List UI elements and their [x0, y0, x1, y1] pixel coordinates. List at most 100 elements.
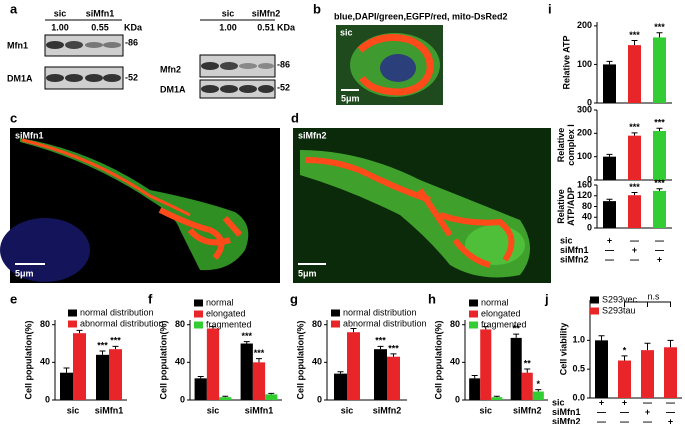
bar	[240, 343, 253, 400]
bar	[628, 45, 641, 103]
western-blot: sic siMfn2 1.00 0.51 KDa Mfn2 -86 DM1A -…	[160, 8, 296, 99]
significance-label: *	[537, 379, 541, 389]
error-bar	[112, 345, 119, 350]
error-bar	[631, 40, 638, 46]
condition-name: siMfn2	[552, 416, 581, 424]
scale-label: 5μm	[341, 93, 360, 103]
error-bar	[222, 395, 229, 398]
condition-sign: +	[607, 235, 612, 245]
condition-sign: +	[622, 397, 627, 407]
bar	[603, 64, 616, 103]
legend-label: abnormal distribution	[80, 318, 164, 328]
panel-letter: d	[291, 110, 299, 125]
error-bar	[606, 60, 613, 65]
error-bar	[621, 355, 628, 361]
condition-sign: —	[620, 407, 629, 417]
blot-band	[220, 62, 238, 70]
y-tick-label: 100	[577, 151, 592, 161]
y-tick-label: 0.5	[572, 364, 585, 374]
blot-band	[239, 85, 257, 93]
western-blot: sic siMfn1 1.00 0.55 KDa Mfn1 -86 DM1A -…	[7, 8, 143, 90]
y-axis-label: Cell viability	[558, 323, 568, 376]
micrograph-caption: blue,DAPI/green,EGFP/red, mito-DsRed2	[334, 11, 508, 21]
legend-label: elongated	[481, 308, 521, 318]
y-axis-label-line: Relative	[556, 128, 566, 163]
blot-protein: Mfn1	[7, 40, 28, 50]
y-tick-label: 80	[175, 319, 185, 329]
bar	[521, 372, 533, 400]
error-bar	[644, 342, 651, 351]
error-bar	[656, 188, 663, 191]
bar	[334, 373, 347, 400]
legend-label: normal distribution	[80, 307, 154, 317]
bar	[510, 337, 522, 400]
blot-condition: siMfn1	[86, 8, 115, 18]
scale-label: 5μm	[298, 268, 317, 278]
x-tick-label: siMfn1	[245, 405, 274, 415]
y-tick-label: 80	[450, 319, 460, 329]
y-tick-label: 40	[582, 212, 592, 222]
condition-sign: —	[655, 245, 664, 255]
blot-band	[201, 62, 219, 70]
legend-swatch	[68, 320, 77, 328]
y-tick-label: 0	[587, 97, 592, 107]
y-axis-label-line: Relative	[556, 189, 566, 224]
condition-sign: —	[597, 416, 606, 424]
bar	[252, 362, 266, 400]
legend-swatch	[469, 299, 478, 307]
panel-letter: g	[290, 291, 298, 306]
bar	[491, 397, 503, 400]
x-tick-label: siMfn1	[95, 405, 124, 415]
legend-label: S293tau	[602, 305, 636, 315]
blot-band	[220, 85, 238, 93]
error-bar	[99, 350, 106, 355]
bar	[641, 350, 654, 398]
bar	[219, 397, 232, 400]
legend-swatch	[590, 296, 599, 304]
significance-label: ***	[241, 331, 252, 341]
mitochondria	[357, 34, 434, 96]
significance-label: **	[513, 323, 521, 333]
legend-label: fragmented	[206, 319, 252, 329]
significance-label: ***	[654, 22, 665, 32]
panel-letter: b	[313, 1, 321, 16]
condition-sign: —	[643, 397, 652, 407]
significance-label: *	[623, 345, 627, 355]
blot-marker: -52	[277, 82, 290, 92]
error-bar	[598, 335, 605, 341]
nucleus	[380, 54, 416, 82]
legend-swatch	[194, 310, 203, 318]
condition-sign: —	[597, 407, 606, 417]
bar	[469, 378, 481, 400]
bar	[595, 340, 608, 398]
condition-name: siMfn2	[560, 254, 589, 264]
y-tick-label: 0	[455, 394, 460, 404]
blot-strip	[44, 66, 124, 90]
bar	[618, 360, 631, 398]
y-tick-label: 0.0	[572, 392, 585, 402]
blot-condition: siMfn2	[252, 8, 281, 18]
mitochondria	[21, 138, 191, 217]
error-bar	[337, 371, 344, 374]
micrograph: sic 5μm	[336, 25, 443, 105]
bar	[265, 394, 278, 400]
error-bar	[656, 127, 663, 131]
x-tick-label: sic	[479, 405, 492, 415]
blot-ratio: 0.55	[91, 22, 109, 32]
blot-unit: KDa	[277, 22, 296, 32]
x-tick-label: siMfn2	[373, 405, 402, 415]
error-bar	[76, 329, 83, 334]
blot-band	[46, 74, 64, 82]
condition-sign: +	[668, 416, 673, 424]
bar	[628, 135, 641, 180]
legend-swatch	[68, 309, 77, 317]
error-bar	[606, 153, 613, 157]
y-tick-label: 0	[180, 394, 185, 404]
bar	[603, 201, 616, 228]
y-tick-label: 120	[577, 190, 592, 200]
blot-ratio: 0.51	[257, 22, 275, 32]
blot-condition: sic	[54, 8, 67, 18]
error-bar	[63, 367, 70, 373]
blot-band	[46, 41, 64, 49]
